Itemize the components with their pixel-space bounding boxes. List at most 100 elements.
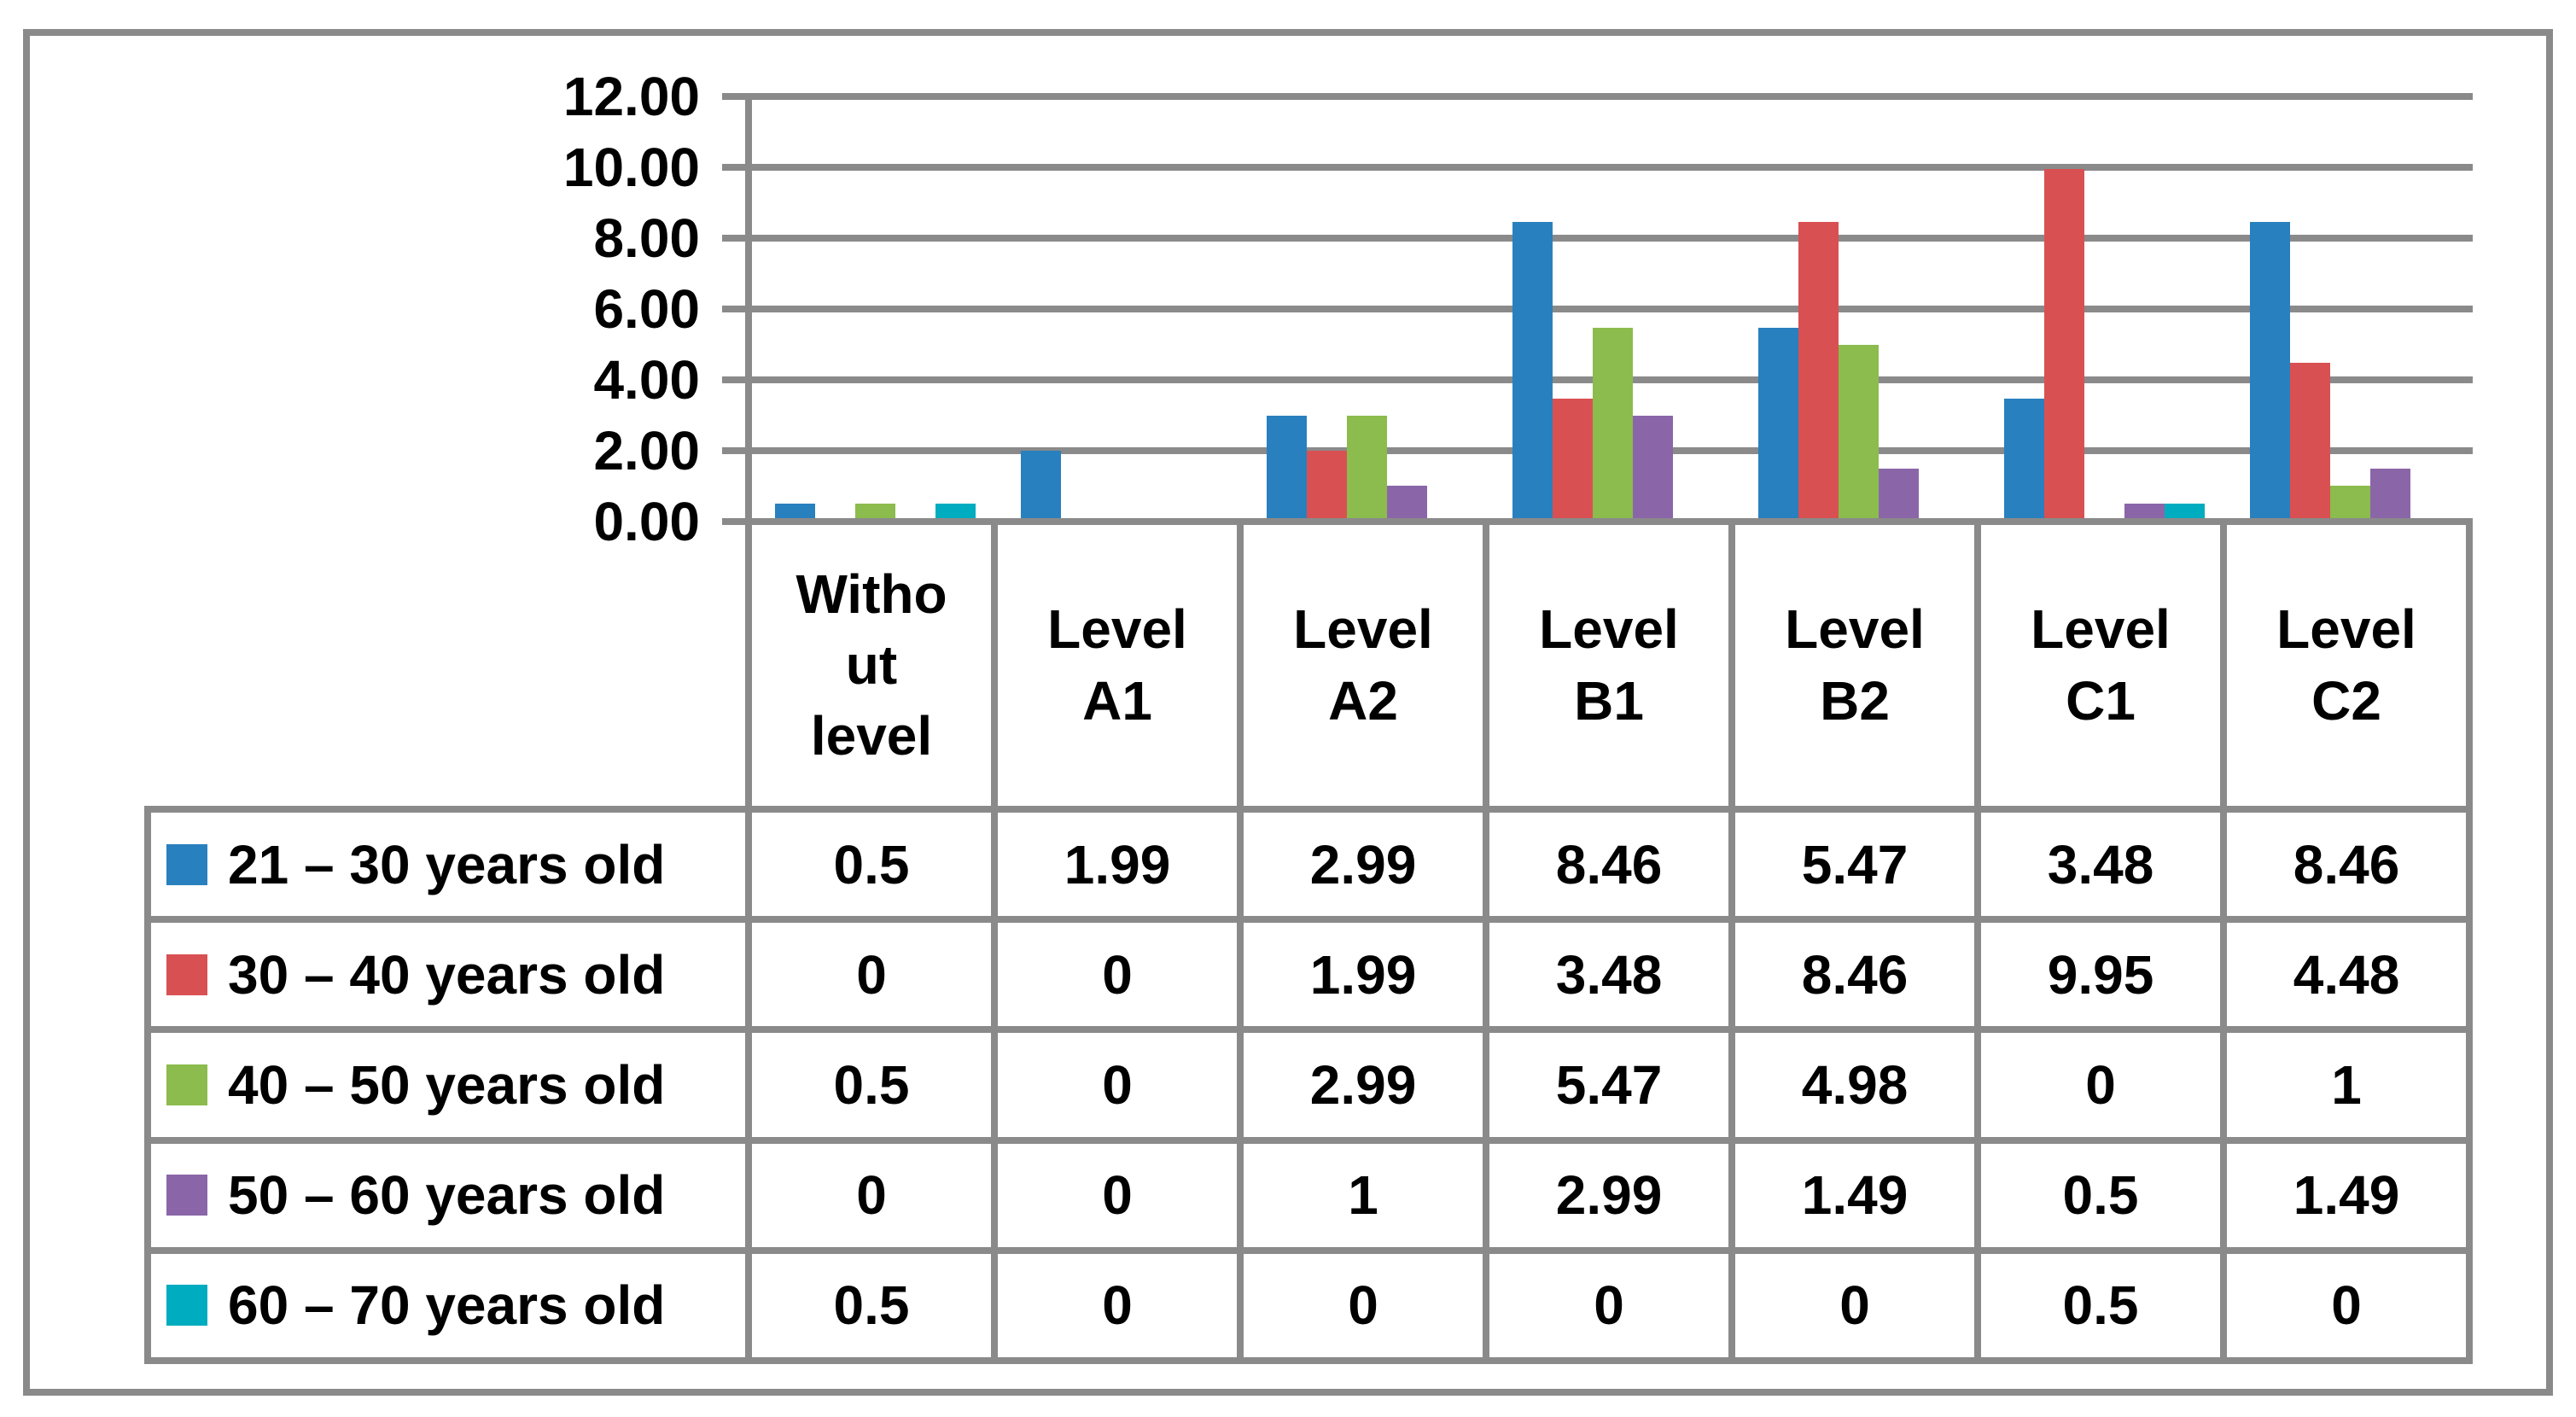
bar-series-1-cat-5 xyxy=(1757,328,1798,522)
data-table: 21 – 30 years old 0.5 1.99 2.99 8.46 5.47 3.48… xyxy=(144,806,2473,1364)
category-header-row: Witho ut level Level A1 Level A2 Level B1 Le… xyxy=(745,518,2473,813)
legend-label: 40 – 50 years old xyxy=(228,1053,666,1116)
y-axis-tick xyxy=(722,93,745,100)
table-value-cell: 5.47 xyxy=(1735,813,1974,917)
bar-cluster-without-level xyxy=(752,100,998,522)
table-value-cell: 4.98 xyxy=(1735,1033,1974,1137)
bar-series-1-cat-2 xyxy=(1020,451,1061,522)
y-tick-label: 12.00 xyxy=(562,66,700,127)
table-value-cell: 1 xyxy=(1244,1143,1483,1247)
y-tick-label: 10.00 xyxy=(562,137,700,198)
bar-cluster-level-c2 xyxy=(2227,100,2473,522)
table-value-cell: 1 xyxy=(2227,1033,2466,1137)
bar-series-3-cat-7 xyxy=(2329,486,2370,522)
bar-series-4-cat-6 xyxy=(2124,504,2165,522)
legend-label: 60 – 70 years old xyxy=(228,1274,666,1337)
bar-series-3-cat-5 xyxy=(1838,345,1879,522)
legend-cell: 30 – 40 years old xyxy=(151,923,745,1027)
legend-label: 30 – 40 years old xyxy=(228,943,666,1006)
bar-series-4-cat-5 xyxy=(1878,469,1919,522)
table-value-cell: 0 xyxy=(1489,1253,1728,1357)
bar-series-1-cat-6 xyxy=(2003,399,2044,522)
legend-swatch-icon xyxy=(166,843,207,885)
table-value-cell: 0 xyxy=(752,923,991,1027)
table-value-cell: 0 xyxy=(1981,1033,2220,1137)
table-value-cell: 0 xyxy=(998,923,1237,1027)
gridline xyxy=(745,93,2473,100)
legend-cell: 40 – 50 years old xyxy=(151,1033,745,1137)
bar-series-5-cat-6 xyxy=(2164,504,2205,522)
bar-series-2-cat-6 xyxy=(2043,169,2084,522)
legend-label: 50 – 60 years old xyxy=(228,1164,666,1227)
legend-swatch-icon xyxy=(166,1064,207,1105)
bar-cluster-level-c1 xyxy=(1981,100,2227,522)
category-header-cell: Level A2 xyxy=(1244,525,1483,806)
y-axis-tick xyxy=(722,306,745,312)
y-tick-label: 2.00 xyxy=(593,420,700,481)
legend-swatch-icon xyxy=(166,953,207,995)
table-value-cell: 9.95 xyxy=(1981,923,2220,1027)
category-header-cell: Level B2 xyxy=(1735,525,1974,806)
bar-series-4-cat-3 xyxy=(1386,486,1427,522)
table-value-cell: 5.47 xyxy=(1489,1033,1728,1137)
table-value-cell: 0.5 xyxy=(1981,1143,2220,1247)
table-value-cell: 0 xyxy=(1244,1253,1483,1357)
legend-swatch-icon xyxy=(166,1285,207,1327)
gridline xyxy=(745,306,2473,312)
legend-cell: 21 – 30 years old xyxy=(151,813,745,917)
y-tick-label: 4.00 xyxy=(593,349,700,411)
y-tick-label: 0.00 xyxy=(593,491,700,552)
table-value-cell: 2.99 xyxy=(1489,1143,1728,1247)
y-tick-label: 8.00 xyxy=(593,207,700,269)
table-value-cell: 2.99 xyxy=(1244,813,1483,917)
bar-series-2-cat-4 xyxy=(1552,399,1593,522)
bar-cluster-level-b1 xyxy=(1489,100,1735,522)
y-axis-tick xyxy=(722,376,745,383)
y-axis-tick xyxy=(722,164,745,171)
table-value-cell: 8.46 xyxy=(2227,813,2466,917)
table-value-cell: 0 xyxy=(2227,1253,2466,1357)
bar-cluster-level-b2 xyxy=(1735,100,1981,522)
y-tick-label: 6.00 xyxy=(593,278,700,340)
category-header-cell: Level C1 xyxy=(1981,525,2220,806)
category-header-cell: Witho ut level xyxy=(752,525,991,806)
bar-series-4-cat-4 xyxy=(1632,416,1673,522)
bar-series-1-cat-3 xyxy=(1266,416,1307,522)
table-value-cell: 1.49 xyxy=(1735,1143,1974,1247)
category-header-cell: Level C2 xyxy=(2227,525,2466,806)
bar-cluster-level-a1 xyxy=(998,100,1244,522)
bar-series-4-cat-7 xyxy=(2369,469,2410,522)
bar-series-2-cat-7 xyxy=(2289,363,2330,522)
gridline xyxy=(745,164,2473,171)
y-axis-line xyxy=(745,93,752,525)
table-value-cell: 8.46 xyxy=(1735,923,1974,1027)
gridline xyxy=(745,235,2473,242)
table-value-cell: 1.99 xyxy=(1244,923,1483,1027)
bar-series-2-cat-3 xyxy=(1306,451,1347,522)
legend-label: 21 – 30 years old xyxy=(228,833,666,895)
bar-series-3-cat-1 xyxy=(854,504,895,522)
table-value-cell: 1.49 xyxy=(2227,1143,2466,1247)
table-value-cell: 8.46 xyxy=(1489,813,1728,917)
category-header-cell: Level A1 xyxy=(998,525,1237,806)
category-header-cell: Level B1 xyxy=(1489,525,1728,806)
y-axis-tick xyxy=(722,447,745,454)
bar-series-3-cat-3 xyxy=(1346,416,1387,522)
bar-series-1-cat-1 xyxy=(774,504,815,522)
y-axis-tick xyxy=(722,518,745,525)
table-value-cell: 0 xyxy=(752,1143,991,1247)
table-value-cell: 0.5 xyxy=(752,813,991,917)
plot-area xyxy=(752,100,2473,522)
bar-series-5-cat-1 xyxy=(935,504,976,522)
table-value-cell: 0 xyxy=(998,1253,1237,1357)
legend-swatch-icon xyxy=(166,1175,207,1216)
table-value-cell: 4.48 xyxy=(2227,923,2466,1027)
legend-cell: 60 – 70 years old xyxy=(151,1253,745,1357)
bar-series-1-cat-7 xyxy=(2249,222,2290,522)
table-value-cell: 0.5 xyxy=(1981,1253,2220,1357)
table-value-cell: 0.5 xyxy=(752,1253,991,1357)
legend-cell: 50 – 60 years old xyxy=(151,1143,745,1247)
bar-cluster-level-a2 xyxy=(1244,100,1489,522)
bar-series-2-cat-5 xyxy=(1798,222,1839,522)
